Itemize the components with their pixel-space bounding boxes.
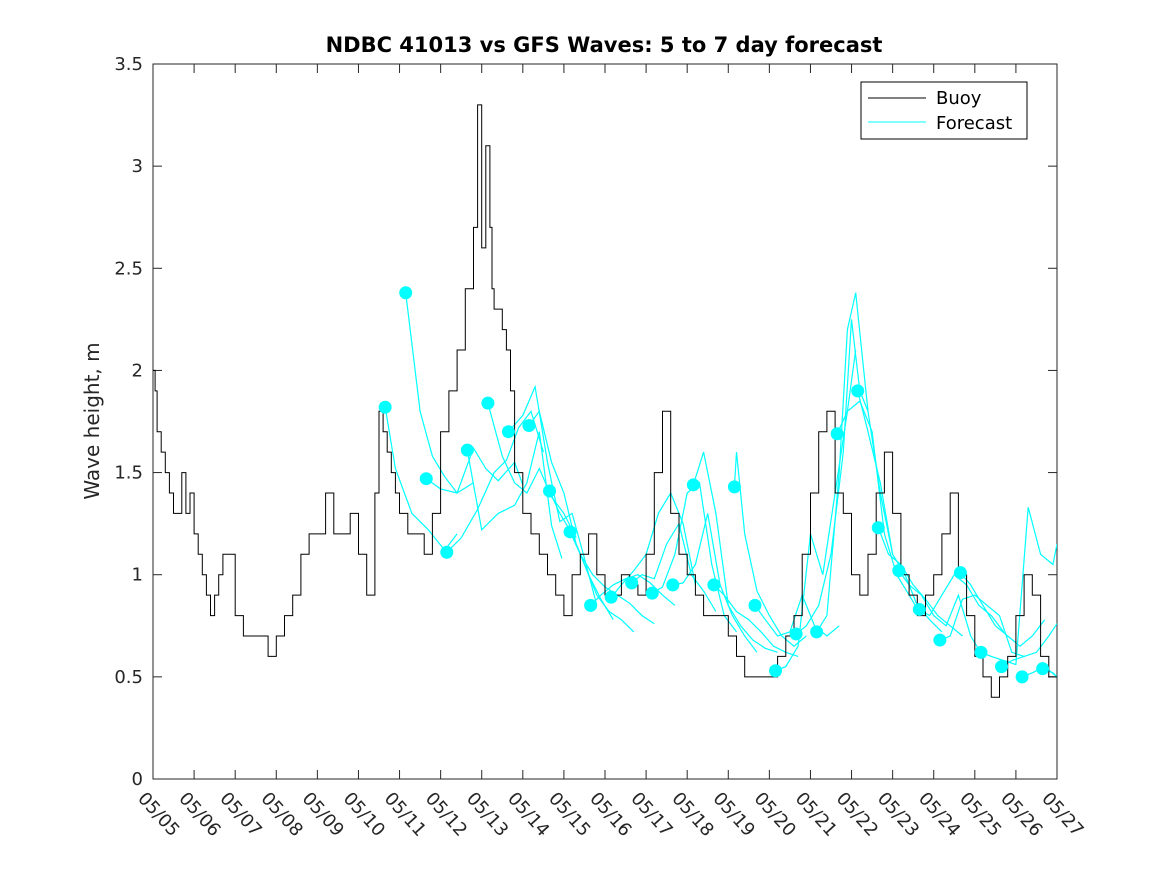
forecast-line (610, 491, 696, 598)
forecast-marker (789, 627, 803, 641)
forecast-marker (810, 625, 824, 639)
forecast-line (733, 452, 807, 647)
forecast-marker (481, 396, 495, 410)
forecast-marker (460, 443, 474, 457)
y-tick-label: 1 (132, 565, 143, 586)
forecast-marker (501, 425, 515, 439)
y-tick-label: 1.5 (114, 463, 143, 484)
forecast-marker (892, 564, 906, 578)
forecast-marker (686, 478, 700, 492)
x-tick-label: 05/23 (873, 788, 923, 841)
forecast-marker (522, 419, 536, 433)
x-tick-label: 05/16 (585, 788, 635, 841)
forecast-line (836, 400, 922, 616)
x-tick-label: 05/18 (667, 788, 717, 841)
x-tick-label: 05/11 (380, 788, 430, 841)
forecast-marker (995, 660, 1009, 674)
y-tick-label: 2 (132, 360, 143, 381)
chart-title: NDBC 41013 vs GFS Waves: 5 to 7 day fore… (326, 33, 883, 57)
forecast-marker (748, 598, 762, 612)
x-tick-label: 05/07 (215, 788, 265, 841)
forecast-line (692, 451, 778, 653)
forecast-marker (769, 664, 783, 678)
x-tick-label: 05/06 (174, 788, 224, 841)
forecast-marker (543, 484, 557, 498)
forecast-line (1001, 623, 1057, 668)
legend-box (860, 81, 1028, 140)
x-tick-label: 05/08 (257, 788, 307, 841)
forecast-line (898, 570, 984, 657)
forecast-line (548, 490, 635, 633)
forecast-marker (974, 645, 988, 659)
forecast-marker (419, 472, 433, 486)
forecast-line (466, 431, 563, 559)
forecast-line (405, 292, 474, 494)
x-tick-label: 05/17 (626, 788, 676, 841)
forecast-line (754, 593, 840, 637)
forecast-marker (1036, 662, 1050, 676)
y-tick-label: 0.5 (114, 667, 143, 688)
forecast-line (631, 522, 717, 612)
y-tick-label: 3.5 (114, 54, 143, 75)
forecast-line (446, 409, 544, 553)
legend-label-forecast: Forecast (936, 113, 1012, 134)
legend: Buoy Forecast (860, 81, 1028, 140)
x-tick-label: 05/21 (791, 788, 841, 841)
forecast-marker (604, 590, 618, 604)
forecast-marker (953, 566, 967, 580)
forecast-line (959, 572, 1046, 647)
y-tick-label: 3 (132, 156, 143, 177)
forecast-marker (378, 400, 392, 414)
forecast-marker (645, 586, 659, 600)
forecast-line (939, 594, 1025, 657)
forecast-marker (440, 545, 454, 559)
x-tick-label: 05/05 (133, 788, 183, 841)
x-tick-label: 05/25 (955, 788, 1005, 841)
x-tick-label: 05/26 (996, 788, 1046, 841)
forecast-line (918, 573, 1005, 633)
y-tick-label: 2.5 (114, 258, 143, 279)
forecast-marker (707, 578, 721, 592)
forecast-marker (1015, 670, 1029, 684)
forecast-line (980, 507, 1057, 666)
y-axis-label: Wave height, m (80, 342, 104, 499)
x-tick-label: 05/10 (339, 788, 389, 841)
forecast-line (425, 446, 524, 494)
forecast-marker (912, 602, 926, 616)
x-tick-label: 05/24 (914, 788, 964, 841)
x-tick-label: 05/09 (298, 788, 348, 841)
forecast-marker (727, 480, 741, 494)
forecast-marker (830, 427, 844, 441)
x-tick-label: 05/13 (462, 788, 512, 841)
forecast-marker (666, 578, 680, 592)
x-tick-label: 05/14 (503, 788, 553, 841)
forecast-marker (584, 598, 598, 612)
y-tick-label: 0 (132, 769, 143, 790)
forecast-line (672, 513, 758, 653)
x-tick-label: 05/22 (832, 788, 882, 841)
forecast-line (877, 527, 963, 637)
forecast-marker (625, 576, 639, 590)
x-tick-label: 05/15 (544, 788, 594, 841)
forecast-line (713, 584, 799, 657)
forecast-marker (871, 521, 885, 535)
plot-area: 0 0.5 1 1.5 2 2.5 3 3.5 05/0505/0605/0705/0805/0… (114, 54, 1087, 841)
forecast-line (487, 402, 577, 539)
forecast-marker (851, 384, 865, 398)
x-tick-label: 05/27 (1037, 788, 1087, 841)
legend-label-buoy: Buoy (936, 88, 982, 109)
x-tick-label: 05/20 (750, 788, 800, 841)
buoy-line (153, 104, 1057, 698)
forecast-line (528, 409, 614, 621)
forecast-marker (399, 286, 413, 300)
axes-box (152, 63, 1058, 780)
x-tick-label: 05/12 (421, 788, 471, 841)
forecast-marker (933, 633, 947, 647)
forecast-marker (563, 525, 577, 539)
x-tick-label: 05/19 (709, 788, 759, 841)
